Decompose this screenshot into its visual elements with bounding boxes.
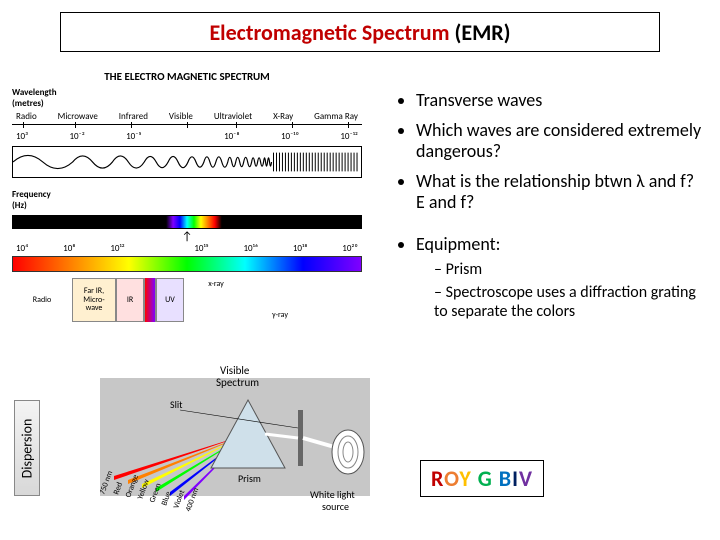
tick: 10¹⁸: [293, 243, 308, 254]
dispersion-label: Dispersion: [19, 418, 36, 478]
frequency-ticks: 10⁴ 10⁸ 10¹² 10¹⁵ 10¹⁶ 10¹⁸ 10²⁰: [12, 243, 362, 254]
roy-r: R: [431, 465, 444, 492]
region: γ-ray: [248, 278, 312, 322]
band: Infrared: [119, 111, 148, 122]
tick: 10⁴: [16, 243, 28, 254]
tick: 10³: [16, 131, 28, 142]
slit-label: Slit: [170, 398, 183, 411]
region: UV: [156, 278, 184, 322]
band: X-Ray: [273, 111, 293, 122]
band: Gamma Ray: [314, 111, 358, 122]
svg-text:Spectrum: Spectrum: [216, 376, 259, 389]
roy-y: Y: [459, 465, 471, 492]
bullet: Transverse waves: [416, 90, 702, 112]
wavelength-label: Wavelength (metres): [12, 87, 362, 109]
bullet: What is the relationship btwn λ and f? E…: [416, 171, 702, 214]
region: Far IR, Micro- wave: [72, 278, 116, 322]
roygbiv-box: ROY G BIV: [420, 460, 544, 497]
roy-b: B: [499, 465, 512, 492]
tick: 10¹²: [110, 243, 124, 254]
tick: 10⁻¹⁰: [281, 131, 299, 142]
region: x-ray: [184, 278, 248, 322]
band: Visible: [169, 111, 193, 122]
band-row: Radio Microwave Infrared Visible Ultravi…: [12, 111, 362, 122]
region-row: Radio Far IR, Micro- wave IR UV x-ray γ-…: [12, 278, 362, 322]
region: Radio: [12, 278, 72, 322]
spectrum-heading: THE ELECTRO MAGNETIC SPECTRUM: [12, 70, 362, 83]
roy-i: I: [512, 465, 519, 492]
spectrum-diagram: THE ELECTRO MAGNETIC SPECTRUM Wavelength…: [12, 70, 362, 322]
frequency-label: Frequency (Hz): [12, 189, 362, 211]
prism-label: Prism: [238, 472, 261, 485]
wavelength-ticks: 10³ 10⁻² 10⁻⁵ 10⁻⁸ 10⁻¹⁰ 10⁻¹²: [12, 131, 362, 142]
tick: 10⁻⁸: [224, 131, 240, 142]
visible-arrow-icon: ↑: [12, 233, 362, 243]
frequency-bar: [12, 215, 362, 229]
tick: 10⁻²: [69, 131, 84, 142]
wave-diagram: [12, 146, 362, 178]
tick: 10⁸: [63, 243, 75, 254]
roy-o: O: [444, 465, 459, 492]
dispersion-box: Dispersion: [14, 400, 40, 496]
tick: 10⁻¹²: [340, 131, 358, 142]
title-box: Electromagnetic Spectrum (EMR): [60, 12, 660, 52]
region: IR: [116, 278, 144, 322]
band: Radio: [16, 111, 37, 122]
rainbow-bar: [12, 256, 362, 272]
tick: 10⁻⁵: [126, 131, 141, 142]
svg-text:source: source: [322, 500, 349, 513]
band: Microwave: [58, 111, 98, 122]
band: Ultraviolet: [214, 111, 252, 122]
wavelength-scale: [12, 124, 362, 130]
bullet-list: Transverse waves Which waves are conside…: [392, 90, 702, 329]
title-main: Electromagnetic Spectrum: [209, 19, 449, 46]
tick: 10²⁰: [342, 243, 358, 254]
bullet: Equipment: Prism Spectroscope uses a dif…: [416, 234, 702, 321]
bullet: Which waves are considered extremely dan…: [416, 120, 702, 163]
tick: 10¹⁶: [243, 243, 258, 254]
roy-g: G: [478, 465, 493, 492]
roy-v: V: [519, 465, 533, 492]
region-visible: [144, 278, 156, 322]
sub-bullet: Spectroscope uses a diffraction grating …: [434, 283, 702, 321]
tick: 10¹⁵: [194, 243, 208, 254]
title-paren: (EMR): [454, 19, 510, 46]
sub-bullet: Prism: [434, 260, 702, 279]
prism-diagram: Visible Spectrum Slit Prism White light …: [100, 360, 370, 515]
